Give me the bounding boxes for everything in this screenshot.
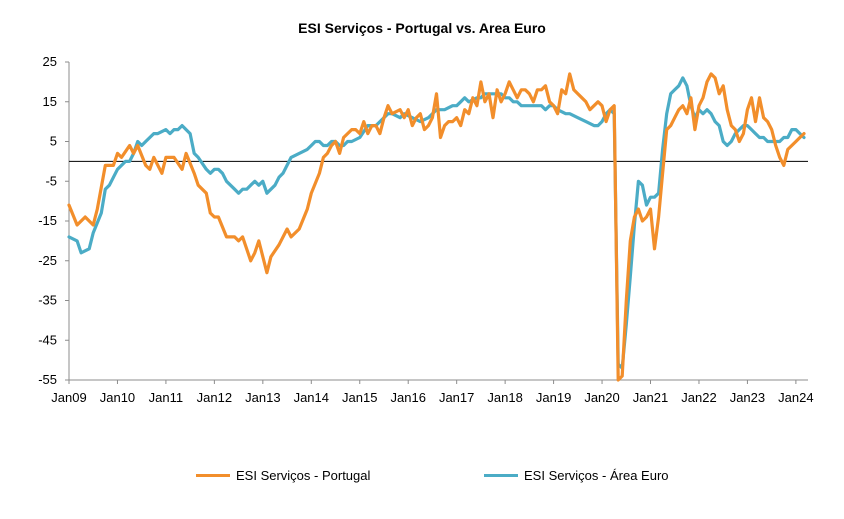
chart-title: ESI Serviços - Portugal vs. Area Euro [298, 20, 546, 36]
legend-label-euro-area: ESI Serviços - Área Euro [524, 468, 669, 483]
x-tick-label: Jan17 [439, 390, 474, 405]
x-tick-label: Jan19 [536, 390, 571, 405]
y-tick-label: 15 [43, 94, 57, 109]
x-tick-label: Jan20 [584, 390, 619, 405]
x-tick-label: Jan24 [778, 390, 813, 405]
x-tick-label: Jan10 [100, 390, 135, 405]
y-tick-label: -15 [38, 213, 57, 228]
y-tick-label: -45 [38, 332, 57, 347]
x-tick-label: Jan18 [487, 390, 522, 405]
x-tick-label: Jan11 [149, 390, 183, 405]
legend-swatch-portugal [196, 474, 230, 477]
series-layer [67, 72, 806, 382]
x-tick-label: Jan22 [681, 390, 716, 405]
x-tick-label: Jan23 [730, 390, 765, 405]
legend-item-euro-area: ESI Serviços - Área Euro [484, 468, 669, 483]
x-tick-label: Jan21 [633, 390, 668, 405]
chart-axes [65, 61, 808, 384]
y-tick-label: -55 [38, 372, 57, 387]
y-tick-label: -5 [45, 173, 57, 188]
x-tick-label: Jan13 [245, 390, 280, 405]
x-tick-label: Jan16 [391, 390, 426, 405]
x-tick-label: Jan15 [342, 390, 377, 405]
x-tick-label: Jan09 [51, 390, 86, 405]
y-tick-label: 5 [50, 134, 57, 149]
legend-swatch-euro-area [484, 474, 518, 477]
legend-item-portugal: ESI Serviços - Portugal [196, 468, 370, 483]
x-tick-label: Jan14 [294, 390, 329, 405]
x-tick-label: Jan12 [197, 390, 232, 405]
tick-labels: 25 15 5 -5 -15 -25 -35 -45 -55 Jan09 Jan10 Jan11 Jan… [38, 54, 813, 405]
legend-label-portugal: ESI Serviços - Portugal [236, 468, 371, 483]
y-tick-label: -35 [38, 293, 57, 308]
y-tick-label: 25 [43, 54, 57, 69]
y-tick-label: -25 [38, 253, 57, 268]
series-line-portugal [67, 72, 806, 382]
